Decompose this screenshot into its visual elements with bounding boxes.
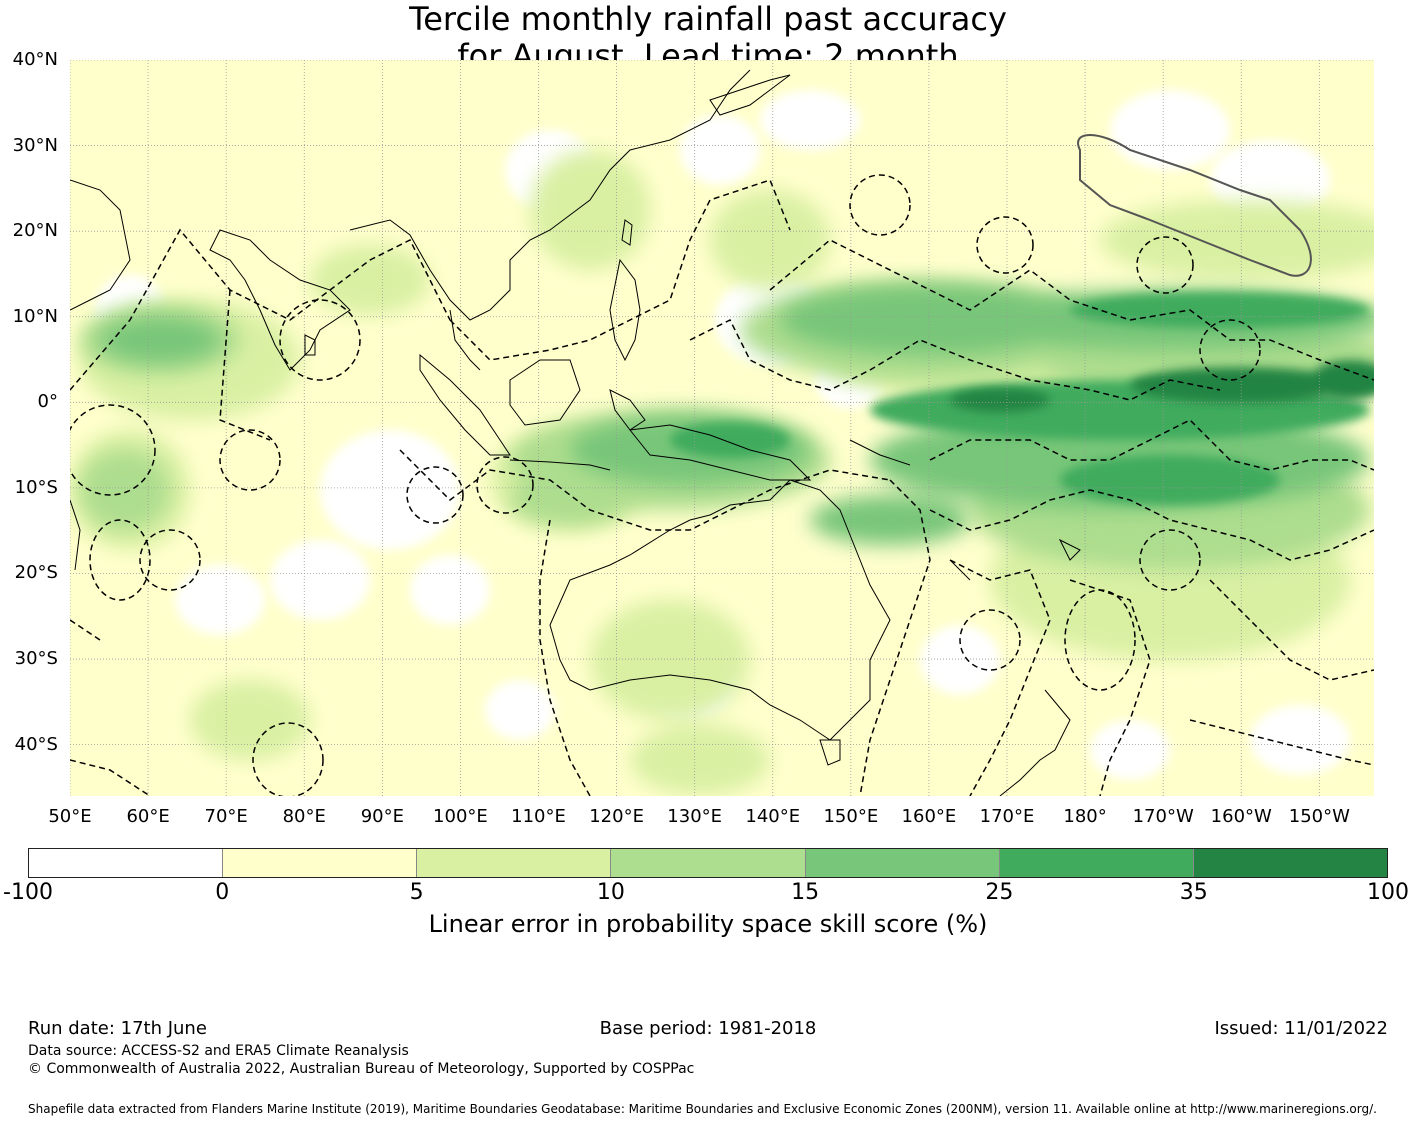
colorbar-segment xyxy=(223,849,418,877)
longitude-label: 160°W xyxy=(1210,806,1272,827)
colorbar-tick-label: 0 xyxy=(215,880,230,905)
longitude-label: 90°E xyxy=(360,806,404,827)
issued-date: Issued: 11/01/2022 xyxy=(1214,1018,1388,1039)
map-gridlines xyxy=(70,60,1374,796)
longitude-label: 140°E xyxy=(745,806,801,827)
longitude-label: 100°E xyxy=(433,806,488,827)
colorbar-tick-label: 100 xyxy=(1367,880,1409,905)
colorbar-segment xyxy=(611,849,806,877)
copyright: © Commonwealth of Australia 2022, Austra… xyxy=(28,1061,695,1077)
coastlines xyxy=(70,69,1081,796)
longitude-label: 70°E xyxy=(204,806,248,827)
longitude-label: 80°E xyxy=(282,806,326,827)
map-title-line-1: Tercile monthly rainfall past accuracy xyxy=(409,0,1007,38)
colorbar-segment xyxy=(29,849,224,877)
latitude-label: 10°N xyxy=(12,305,58,327)
highlighted-eez-outline xyxy=(1077,134,1312,277)
shapefile-credit: Shapefile data extracted from Flanders M… xyxy=(28,1102,1377,1116)
longitude-label: 150°E xyxy=(823,806,879,827)
run-date: Run date: 17th June xyxy=(28,1018,207,1039)
longitude-label: 160°E xyxy=(901,806,957,827)
latitude-label: 0° xyxy=(37,391,58,413)
latitude-label: 40°S xyxy=(14,733,58,755)
latitude-label: 20°N xyxy=(12,220,58,242)
longitude-label: 170°E xyxy=(979,806,1035,827)
colorbar-tick-label: 10 xyxy=(596,880,625,905)
colorbar-tick-label: 15 xyxy=(791,880,820,905)
longitude-label: 170°W xyxy=(1132,806,1194,827)
colorbar-tick-label: 5 xyxy=(409,880,424,905)
colorbar-segment xyxy=(417,849,612,877)
colorbar-tick-label: -100 xyxy=(3,880,53,905)
colorbar-segment xyxy=(1193,849,1387,877)
latitude-label: 30°S xyxy=(14,648,58,670)
data-source: Data source: ACCESS-S2 and ERA5 Climate … xyxy=(28,1043,409,1059)
eez-boundaries xyxy=(70,174,1374,796)
latitude-label: 20°S xyxy=(14,562,58,584)
longitude-label: 60°E xyxy=(126,806,170,827)
longitude-label: 130°E xyxy=(667,806,723,827)
colorbar-tick-label: 25 xyxy=(985,880,1014,905)
skill-35-100-areas xyxy=(950,360,1374,412)
latitude-label: 10°S xyxy=(14,476,58,498)
longitude-label: 180° xyxy=(1063,806,1107,827)
latitude-label: 30°N xyxy=(12,134,58,156)
longitude-label: 120°E xyxy=(589,806,644,827)
colorbar xyxy=(28,848,1388,878)
longitude-label: 150°W xyxy=(1288,806,1350,827)
colorbar-segment xyxy=(805,849,1000,877)
colorbar-label: Linear error in probability space skill … xyxy=(428,910,988,938)
colorbar-tick-label: 35 xyxy=(1179,880,1208,905)
skill-score-map xyxy=(70,60,1374,796)
latitude-label: 40°N xyxy=(12,49,58,70)
base-period: Base period: 1981-2018 xyxy=(599,1018,817,1039)
longitude-label: 110°E xyxy=(511,806,566,827)
longitude-label: 50°E xyxy=(48,806,92,827)
colorbar-segment xyxy=(999,849,1194,877)
